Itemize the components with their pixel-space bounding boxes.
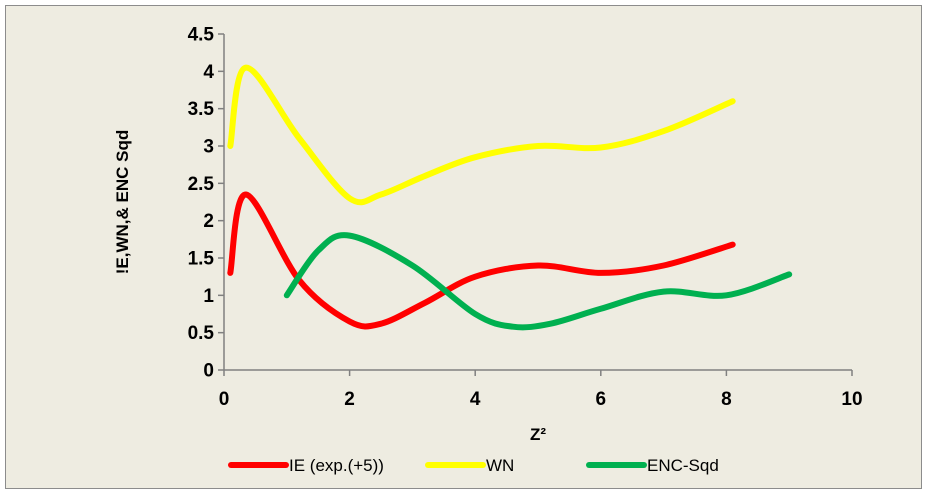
y-tick-label: 3 xyxy=(203,137,214,158)
x-tick-label: 0 xyxy=(219,389,230,410)
legend-label-2: ENC-Sqd xyxy=(647,456,719,475)
y-tick-label: 3.5 xyxy=(188,99,215,120)
series-line-0 xyxy=(227,191,736,330)
y-tick-label: 4.5 xyxy=(188,25,215,46)
series-line-1 xyxy=(227,64,736,206)
y-tick-label: 0 xyxy=(203,361,214,382)
x-tick-label: 8 xyxy=(721,389,732,410)
chart-area xyxy=(5,5,922,489)
legend-label-0: IE (exp.(+5)) xyxy=(289,456,384,475)
x-axis-title: Z² xyxy=(530,425,546,444)
legend: IE (exp.(+5)) WN ENC-Sqd xyxy=(228,456,719,475)
x-tick-label: 6 xyxy=(596,389,607,410)
y-tick-label: 2.5 xyxy=(188,174,215,195)
y-tick-label: 0.5 xyxy=(188,323,215,344)
y-axis-title: !E,WN,& ENC Sqd xyxy=(113,130,132,275)
series-layer xyxy=(227,64,793,331)
series-line-2 xyxy=(283,232,793,331)
legend-label-1: WN xyxy=(486,456,514,475)
y-tick-label: 4 xyxy=(203,62,214,83)
y-tick-label: 1 xyxy=(203,286,214,307)
x-tick-label: 2 xyxy=(344,389,355,410)
x-tick-label: 4 xyxy=(470,389,481,410)
axes xyxy=(223,34,852,371)
x-ticks: 0 2 4 6 8 10 xyxy=(219,370,863,410)
y-ticks: 0 0.5 1 1.5 2 2.5 3 3.5 4 4.5 xyxy=(188,25,224,382)
y-tick-label: 2 xyxy=(203,211,214,232)
y-tick-label: 1.5 xyxy=(188,249,215,270)
x-tick-label: 10 xyxy=(841,389,862,410)
